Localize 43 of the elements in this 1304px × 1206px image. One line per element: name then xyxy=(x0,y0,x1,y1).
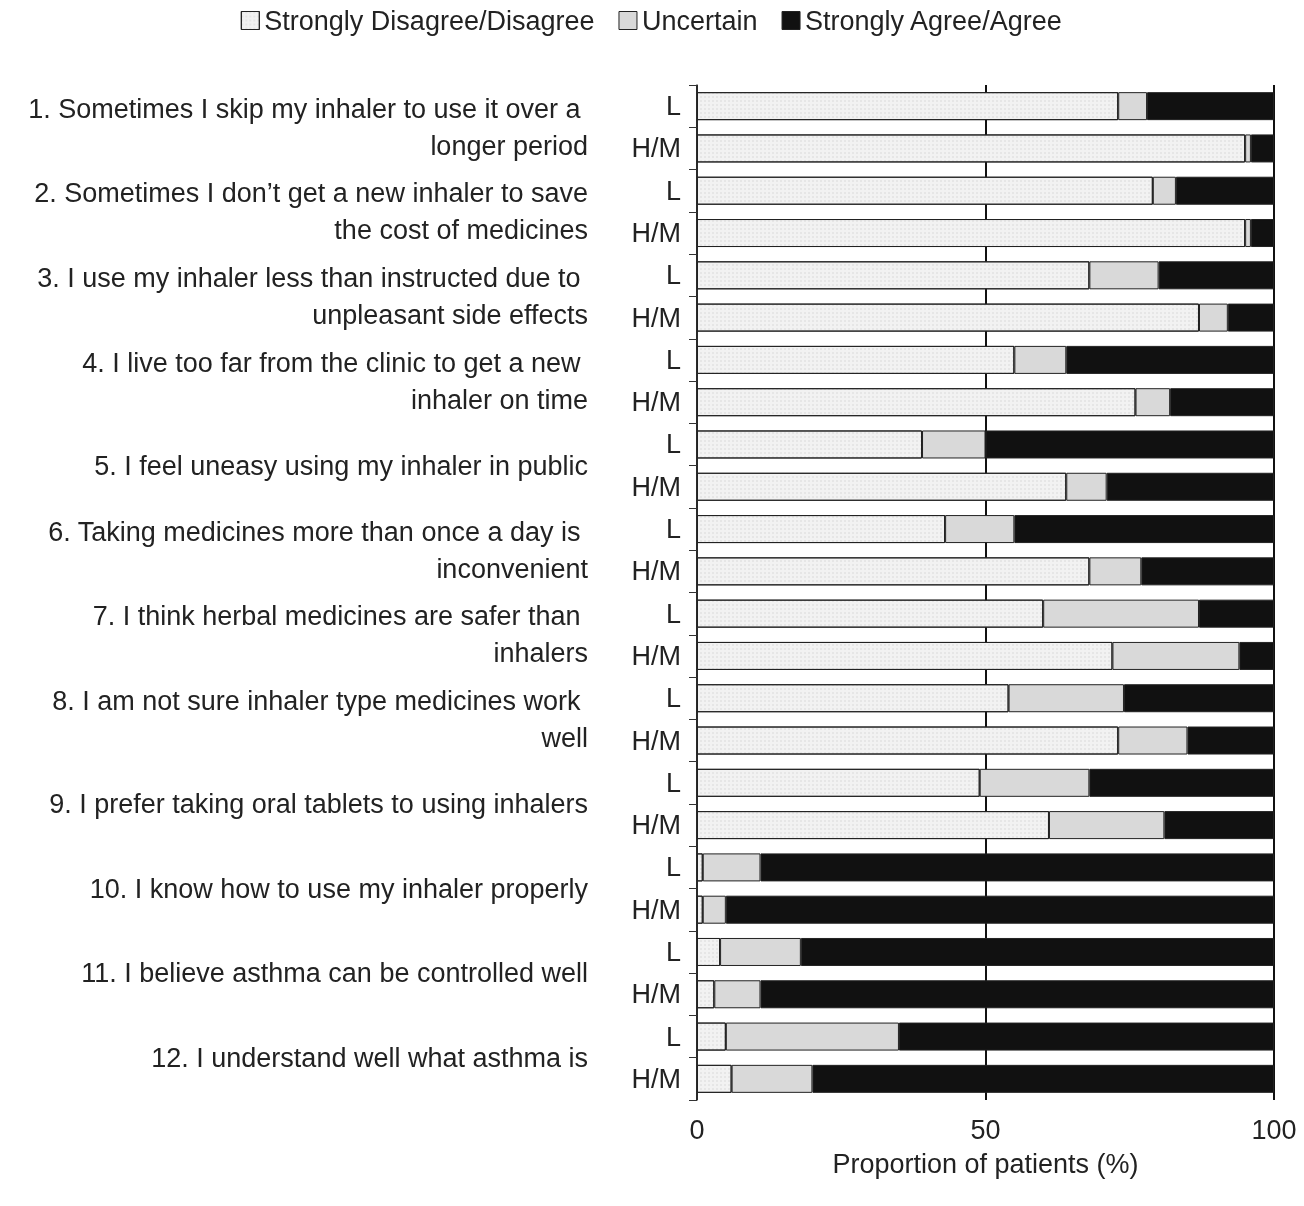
y-tick-label: L xyxy=(665,598,681,629)
y-tick-label: H/M xyxy=(631,894,681,925)
text: 12. I understand well what asthma is xyxy=(151,1042,588,1073)
y-tick-label: H/M xyxy=(631,979,681,1010)
y-tick-label: L xyxy=(665,767,681,798)
y-tick-label: L xyxy=(665,175,681,206)
legend-label: Uncertain xyxy=(641,5,758,36)
text: 8. I am not sure inhaler type medicines work well xyxy=(52,685,588,753)
y-tick-label: L xyxy=(665,260,681,291)
x-tick-label: 0 xyxy=(689,1114,705,1145)
y-tick-label: L xyxy=(665,1021,681,1052)
text: 6. Taking medicines more than once a day is inconvenient xyxy=(48,516,589,584)
text: 9. I prefer taking oral tablets to using inhalers xyxy=(49,788,588,819)
y-tick-label: L xyxy=(665,91,681,122)
y-tick-label: H/M xyxy=(631,387,681,418)
text: 7. I think herbal medicines are safer than inhalers xyxy=(92,601,588,669)
x-axis-title: Proportion of patients (%) xyxy=(832,1148,1139,1179)
y-tick-label: H/M xyxy=(631,556,681,587)
legend-label: Strongly Disagree/Disagree xyxy=(264,5,595,36)
x-tick-label: 50 xyxy=(970,1114,1001,1145)
y-tick-label: L xyxy=(665,429,681,460)
y-tick-label: H/M xyxy=(631,640,681,671)
y-tick-label: H/M xyxy=(631,1063,681,1094)
y-tick-label: L xyxy=(665,683,681,714)
y-tick-label: H/M xyxy=(631,471,681,502)
y-tick-label: H/M xyxy=(631,133,681,164)
y-tick-label: L xyxy=(665,344,681,375)
text: 4. I live too far from the clinic to get a new inhaler on time xyxy=(82,347,588,415)
y-tick-label: L xyxy=(665,936,681,967)
text: 3. I use my inhaler less than instructed due to unpleasant side effects xyxy=(37,262,588,330)
y-tick-label: H/M xyxy=(631,725,681,756)
y-tick-label: L xyxy=(665,852,681,883)
y-tick-label: H/M xyxy=(631,302,681,333)
y-tick-label: H/M xyxy=(631,218,681,249)
x-tick-label: 100 xyxy=(1251,1114,1297,1145)
text: 1. Sometimes I skip my inhaler to use it over a longer period xyxy=(28,93,588,161)
text: 5. I feel uneasy using my inhaler in public xyxy=(94,450,588,481)
y-tick-label: H/M xyxy=(631,810,681,841)
text: 2. Sometimes I don’t get a new inhaler to save the cost of medicines xyxy=(34,178,588,246)
text: 11. I believe asthma can be controlled well xyxy=(81,958,588,989)
text: 10. I know how to use my inhaler properly xyxy=(89,873,589,904)
y-tick-label: L xyxy=(665,514,681,545)
legend-label: Strongly Agree/Agree xyxy=(805,5,1062,36)
